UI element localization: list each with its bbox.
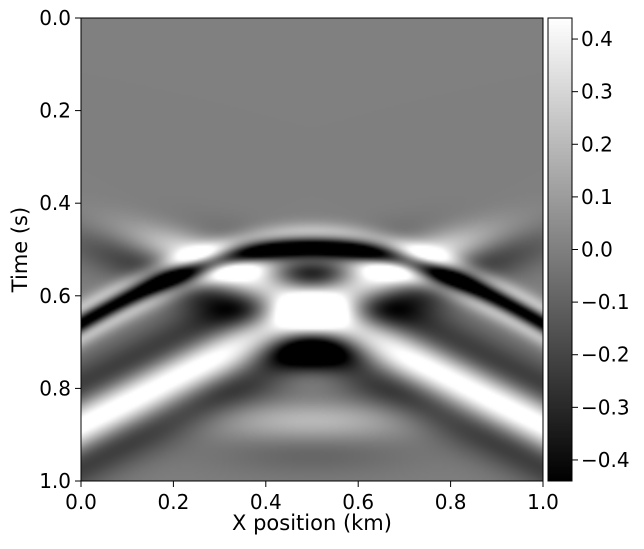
x-tick-label: 0.0: [65, 490, 97, 514]
colorbar-tick-label: 0.1: [581, 185, 613, 209]
colorbar-tick-label: 0.2: [581, 132, 613, 156]
y-tick-label: 0.2: [39, 99, 71, 123]
y-tick-label: 0.8: [39, 376, 71, 400]
x-tick-label: 0.6: [342, 490, 374, 514]
y-tick-label: 0.0: [39, 6, 71, 30]
colorbar-ticks: −0.4 −0.3 −0.2 −0.1 0.0 0.1 0.2 0.3 0.4: [572, 27, 630, 472]
x-tick-label: 0.2: [157, 490, 189, 514]
x-axis-ticks: 0.0 0.2 0.4 0.6 0.8 1.0: [65, 481, 559, 514]
x-tick-label: 0.4: [250, 490, 282, 514]
x-axis-label: X position (km): [232, 511, 392, 535]
y-axis-ticks: 0.0 0.2 0.4 0.6 0.8 1.0: [39, 6, 81, 493]
colorbar-image: [548, 18, 572, 481]
colorbar-tick-label: −0.1: [581, 290, 630, 314]
y-tick-label: 1.0: [39, 469, 71, 493]
y-tick-label: 0.4: [39, 191, 71, 215]
colorbar-tick-label: 0.0: [581, 238, 613, 262]
x-tick-label: 0.8: [435, 490, 467, 514]
plot-frame: [80, 17, 544, 482]
colorbar-tick-label: −0.3: [581, 395, 630, 419]
colorbar-tick-label: −0.2: [581, 343, 630, 367]
colorbar-tick-label: 0.3: [581, 80, 613, 104]
colorbar-tick-label: 0.4: [581, 27, 613, 51]
colorbar-tick-label: −0.4: [581, 448, 630, 472]
y-tick-label: 0.6: [39, 284, 71, 308]
x-tick-label: 1.0: [527, 490, 559, 514]
heatmap-image: [81, 18, 543, 481]
y-axis-label: Time (s): [8, 207, 32, 293]
